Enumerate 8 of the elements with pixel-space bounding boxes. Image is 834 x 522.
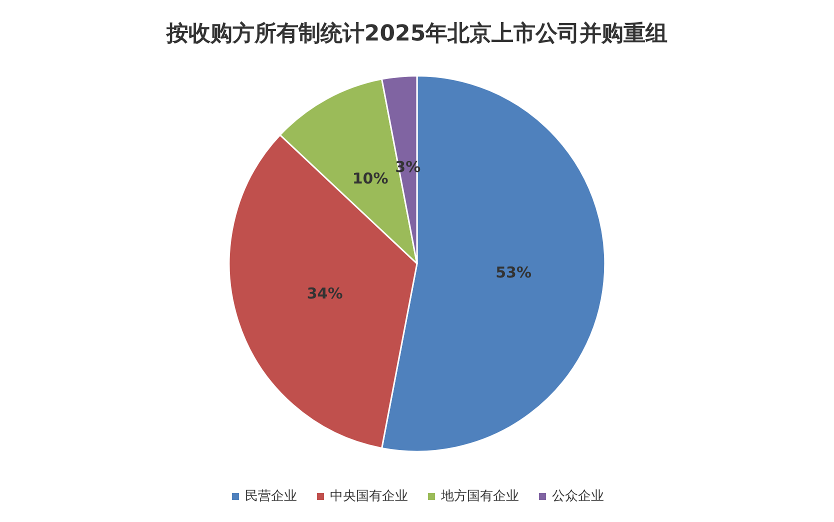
data-label: 53% [496,264,532,282]
legend-label: 地方国有企业 [440,488,519,504]
legend-label: 公众企业 [552,489,604,504]
data-label: 34% [306,284,343,303]
legend-label: 民营企业 [245,489,297,504]
chart-title: 按收购方所有制统计2025年北京上市公司并购重组 [165,20,668,46]
legend-label: 中央国有企业 [330,489,408,504]
data-label: 10% [352,170,388,188]
